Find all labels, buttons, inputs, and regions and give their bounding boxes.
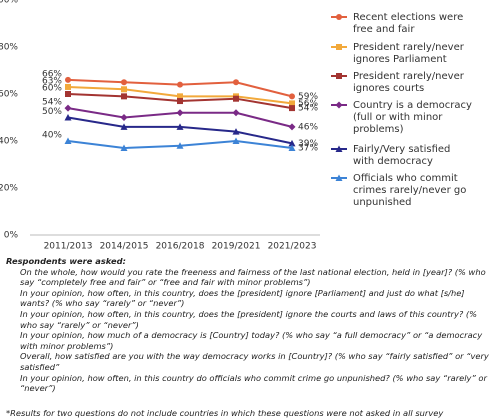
chart: 0% 20% 40% 60% 80% 100% 2011/2013 2014/2015 2016…	[0, 0, 472, 252]
legend-label: Recent elections were free and fair	[353, 12, 463, 35]
series: 66% 59%	[42, 69, 318, 101]
x-tick-label: 2014/2015	[100, 242, 149, 252]
legend-label: President rarely/never ignores courts	[353, 71, 465, 94]
legend-label: Country is a democracy (full or with mino…	[353, 100, 472, 135]
y-tick-label: 80%	[0, 43, 18, 53]
question: Overall, how satisfied are you with the …	[20, 351, 489, 372]
question: In your opinion, how often, in this coun…	[20, 308, 478, 330]
series: 40% 37%	[42, 131, 318, 154]
marker	[177, 98, 183, 105]
value-label: 66%	[42, 69, 62, 79]
marker	[289, 105, 295, 112]
value-label: 46%	[298, 122, 318, 132]
marker	[289, 93, 295, 100]
x-tick-label: 2019/2021	[212, 242, 261, 252]
marker	[335, 174, 343, 181]
marker	[336, 14, 342, 20]
question: In your opinion, how often, in this coun…	[20, 287, 465, 309]
value-label: 59%	[298, 92, 318, 102]
value-label: 40%	[42, 131, 62, 141]
x-tick-label: 2011/2013	[44, 242, 93, 252]
line	[67, 116, 293, 145]
y-tick-label: 100%	[0, 0, 18, 6]
value-label: 56%	[298, 99, 318, 109]
value-label: 50%	[42, 107, 62, 117]
notes: Respondents were asked: On the whole, ho…	[6, 256, 492, 418]
marker	[64, 137, 72, 144]
y-tick-label: 60%	[0, 90, 18, 100]
marker	[232, 137, 240, 144]
y-tick-label: 40%	[0, 137, 18, 147]
series: 60% 54%	[42, 84, 318, 114]
marker	[64, 114, 72, 121]
marker	[336, 44, 342, 50]
y-tick-label: 0%	[4, 231, 19, 241]
legend-label: Officials who commit crimes rarely/never …	[353, 173, 466, 208]
value-label: 37%	[298, 144, 318, 154]
marker	[176, 123, 184, 130]
marker	[289, 100, 295, 107]
marker	[177, 93, 183, 100]
value-label: 60%	[42, 84, 62, 94]
marker	[288, 123, 296, 131]
notes-heading: Respondents were asked:	[6, 256, 126, 266]
questions: On the whole, how would you rate the fre…	[6, 267, 492, 394]
marker	[233, 95, 239, 102]
marker	[288, 139, 296, 147]
marker	[335, 145, 343, 152]
marker	[288, 144, 296, 152]
marker	[121, 79, 127, 86]
marker	[120, 114, 128, 121]
series: 50% 39%	[42, 107, 318, 149]
marker	[233, 79, 239, 86]
marker	[120, 123, 128, 130]
question: In your opinion, how often, in this coun…	[20, 372, 487, 394]
marker	[121, 93, 127, 100]
marker	[232, 109, 240, 117]
legend-label: Fairly/Very satisfied with democracy	[353, 144, 450, 167]
marker	[65, 83, 71, 90]
x-tick-label: 2021/2023	[268, 242, 317, 252]
value-label: 54%	[298, 104, 318, 114]
marker	[176, 142, 184, 149]
value-label: 39%	[298, 139, 318, 149]
marker	[336, 73, 342, 79]
value-label: 63%	[42, 76, 62, 86]
marker	[232, 128, 240, 135]
marker	[64, 104, 72, 112]
marker	[177, 81, 183, 88]
footnote: *Results for two questions do not includ…	[6, 407, 444, 418]
marker	[121, 86, 127, 93]
question: On the whole, how would you rate the fre…	[20, 266, 486, 288]
value-label: 54%	[42, 98, 62, 108]
marker	[120, 144, 128, 152]
series: 54% 46%	[42, 98, 318, 133]
marker	[65, 91, 71, 97]
marker	[176, 109, 184, 117]
question: In your opinion, how much of a democracy…	[20, 330, 483, 351]
y-tick-label: 20%	[0, 184, 18, 194]
marker	[335, 101, 343, 109]
legend-label: President rarely/never ignores Parliament	[353, 42, 465, 65]
marker	[65, 76, 71, 83]
x-tick-label: 2016/2018	[156, 242, 205, 252]
